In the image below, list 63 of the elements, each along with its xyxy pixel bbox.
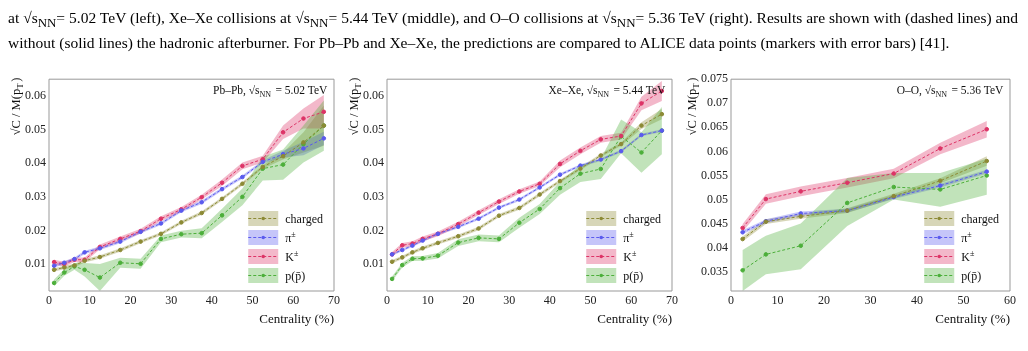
y-tick-label: 0.05 [363, 121, 384, 136]
y-tick-label: 0.055 [701, 167, 728, 182]
y-tick-label: 0.05 [707, 191, 728, 206]
x-tick-label: 70 [666, 293, 678, 308]
y-tick-label: 0.04 [363, 155, 384, 170]
legend-label: π± [961, 230, 973, 246]
y-axis-title: √C / M(pT) [9, 77, 26, 136]
x-tick-label: 50 [246, 293, 259, 308]
legend-label: p(p̄) [623, 269, 644, 284]
x-tick-label: 0 [384, 293, 390, 308]
y-tick-label: 0.06 [707, 143, 728, 158]
y-tick-label: 0.06 [25, 88, 46, 103]
x-tick-label: 10 [771, 293, 784, 308]
x-tick-label: 60 [625, 293, 638, 308]
text: at √s$_{NN}$= 5.02 TeV (left), Xe–Xe collisions at √s$_{NN}$= 5.44 TeV (middle), and O–O collisions at √s$_{NN}$= 5.36 TeV (right). Results are shown with (dashed lines) and without (solid lines) the hadronic afterburner. For Pb–Pb and Xe–Xe, the predictions are compared to ALICE data points (markers with error bars) [41]. [8, 8, 1018, 54]
legend-label: K± [285, 249, 299, 265]
y-tick-label: 0.045 [701, 215, 728, 230]
y-tick-label: 0.05 [25, 121, 46, 136]
x-tick-label: 40 [205, 293, 218, 308]
y-tick-label: 0.03 [363, 189, 384, 204]
x-tick-label: 30 [503, 293, 516, 308]
y-tick-label: 0.06 [363, 88, 384, 103]
legend-label: K± [623, 249, 637, 265]
x-tick-label: 30 [864, 293, 877, 308]
x-axis-title: Centrality (%) [259, 310, 334, 326]
x-tick-label: 20 [124, 293, 137, 308]
legend-label: K± [961, 249, 975, 265]
x-axis-title: Centrality (%) [935, 310, 1010, 326]
y-tick-label: 0.01 [363, 256, 384, 271]
y-tick-label: 0.03 [25, 189, 46, 204]
y-tick-label: 0.02 [363, 222, 384, 237]
x-tick-label: 50 [584, 293, 597, 308]
x-tick-label: 60 [1004, 293, 1016, 308]
y-tick-label: 0.075 [701, 71, 728, 86]
y-tick-label: 0.04 [707, 239, 728, 254]
legend-label: π± [285, 230, 297, 246]
y-tick-label: 0.02 [25, 222, 46, 237]
x-tick-label: 10 [421, 293, 434, 308]
legend-label: p(p̄) [285, 269, 306, 284]
x-tick-label: 40 [543, 293, 556, 308]
x-tick-label: 30 [165, 293, 178, 308]
legend-label: charged [961, 212, 1000, 227]
y-tick-label: 0.07 [707, 95, 728, 110]
y-axis-title: √C / M(pT) [685, 77, 702, 136]
x-tick-label: 20 [818, 293, 830, 308]
x-tick-label: 20 [462, 293, 475, 308]
x-tick-label: 0 [46, 293, 52, 308]
legend-label: charged [285, 212, 324, 227]
x-tick-label: 0 [728, 293, 734, 308]
y-axis-title: √C / M(pT) [347, 77, 364, 136]
x-tick-label: 40 [911, 293, 923, 308]
x-tick-label: 50 [957, 293, 970, 308]
y-tick-label: 0.035 [701, 264, 728, 278]
x-tick-label: 60 [287, 293, 300, 308]
y-tick-label: 0.065 [701, 119, 728, 134]
y-tick-label: 0.04 [25, 155, 46, 170]
legend-label: π± [623, 230, 635, 246]
x-tick-label: 10 [83, 293, 96, 308]
legend-label: charged [623, 212, 662, 227]
y-tick-label: 0.01 [25, 256, 46, 271]
legend-label: p(p̄) [961, 269, 982, 284]
x-tick-label: 70 [328, 293, 340, 308]
x-axis-title: Centrality (%) [597, 310, 672, 326]
